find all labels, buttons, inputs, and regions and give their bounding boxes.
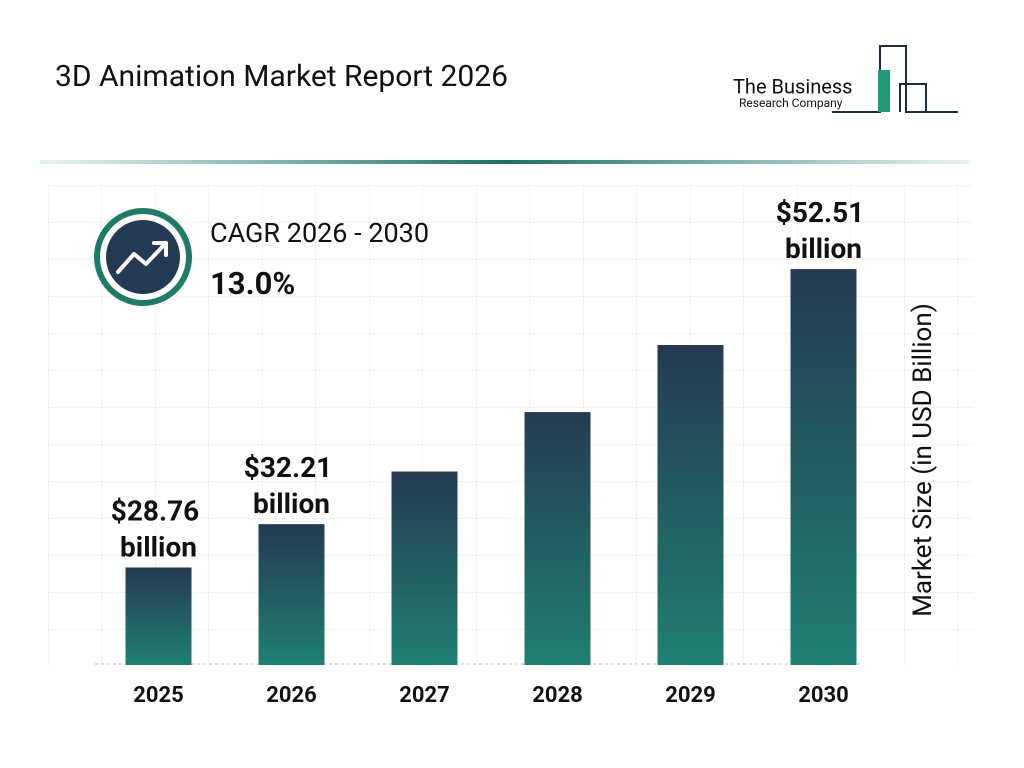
logo-outline — [832, 45, 958, 113]
brand-logo: The Business Research Company — [733, 45, 958, 113]
brand-line2: Research Company — [739, 96, 843, 110]
x-tick-label: 2026 — [266, 683, 317, 708]
bar — [258, 524, 325, 665]
badge-core — [106, 220, 180, 294]
x-tick-label: 2028 — [532, 683, 583, 708]
bar — [657, 344, 724, 665]
trend-icon — [116, 241, 168, 274]
x-tick-label: 2027 — [399, 683, 450, 708]
cagr-value: 13.0% — [210, 265, 295, 302]
value-label: $28.76 billion — [111, 495, 206, 564]
cagr-badge — [94, 208, 192, 306]
logo-bar — [878, 70, 890, 112]
chart-title: 3D Animation Market Report 2026 — [55, 59, 508, 94]
y-axis-label: Market Size (in USD Billion) — [908, 303, 938, 617]
logo-outline — [899, 83, 927, 112]
separator — [40, 160, 970, 164]
bar — [391, 471, 458, 665]
x-tick-label: 2030 — [798, 683, 849, 708]
value-label: $52.51 billion — [776, 196, 871, 265]
bar — [125, 567, 192, 665]
bar — [790, 269, 857, 665]
x-tick-label: 2025 — [133, 683, 184, 708]
cagr-label: CAGR 2026 - 2030 — [210, 217, 429, 249]
bar — [524, 412, 591, 665]
value-label: $32.21 billion — [244, 452, 339, 521]
x-tick-label: 2029 — [665, 683, 716, 708]
brand-line1: The Business — [733, 74, 852, 98]
